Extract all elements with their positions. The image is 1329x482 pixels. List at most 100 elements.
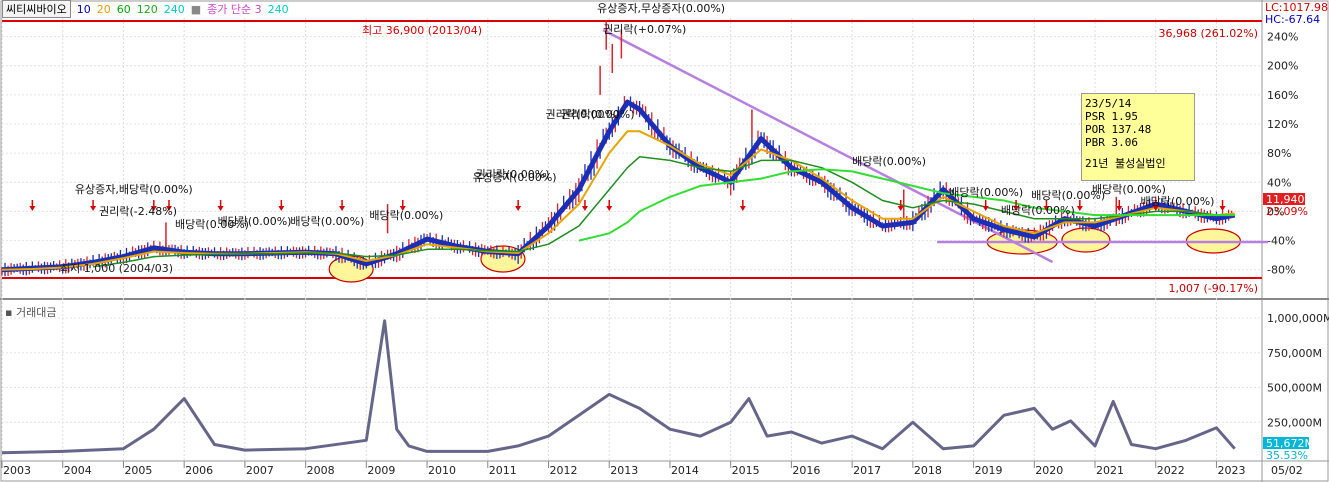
event-arrowhead [29,206,36,211]
current-volume: 51,672M [1266,437,1314,450]
ma-legend-240[interactable]: 240 [163,2,185,16]
right-tick-label: 200% [1267,60,1298,73]
right-tick-label: 80% [1267,147,1291,160]
hc-label: HC:-67.64 [1265,13,1320,26]
volume-tick-label: 1,000,000M [1267,312,1329,325]
current-price-tag [1263,193,1305,205]
event-label: 권리락(0.00%) [561,108,635,121]
stock-name[interactable]: 씨티씨바이오 [2,0,71,18]
event-arrowhead [897,206,904,211]
event-label: 배당락(0.00%) [852,155,926,168]
square-icon: ▪ [5,306,13,319]
event-arrowhead [1116,206,1123,211]
x-tick-label: 2013 [610,464,638,477]
event-label: 배당락(0.00%) [369,209,443,222]
x-tick-label: 2022 [1157,464,1185,477]
ma-legend-10[interactable]: 10 [76,2,91,16]
event-label: 배당락(0.00%) [949,186,1023,199]
volume-panel-title: ▪ 거래대금 [5,304,56,320]
lc-label: LC:1017.98 [1265,1,1328,14]
event-arrowhead [1043,206,1050,211]
volume-tick-label: 500,000M [1267,382,1322,395]
x-tick-label: 2004 [64,464,92,477]
ma-legend-20[interactable]: 20 [96,2,111,16]
info-por: POR 137.48 [1085,123,1152,136]
low-line-label: 1,007 (-90.17%) [1169,282,1258,295]
x-tick-label: 2008 [307,464,335,477]
x-tick-label: 2020 [1035,464,1063,477]
ma-legend-60[interactable]: 60 [116,2,131,16]
right-tick-label: -40% [1267,235,1295,248]
event-label: 배당락(0.00%) [290,215,364,228]
event-arrowhead [150,206,157,211]
right-tick-label: -80% [1267,264,1295,277]
ma-line-120 [578,168,1235,242]
x-tick-label: 2017 [853,464,881,477]
right-tick-label: 240% [1267,31,1298,44]
event-arrowhead [90,206,97,211]
event-label: 권리락(0.00%) [545,108,619,121]
x-end-label: 05/02 [1271,464,1303,477]
event-arrowhead [581,206,588,211]
high-note: 최고 36,900 (2013/04) [362,24,482,37]
event-arrowhead [1152,206,1159,211]
right-tick-label: 120% [1267,118,1298,131]
event-arrowhead [339,206,346,211]
volume-line [1,319,1236,455]
x-tick-label: 2009 [367,464,395,477]
volume-tick-label: 250,000M [1267,416,1322,429]
descending-trendline [602,28,1054,264]
event-arrowhead [739,206,746,211]
indicator-label[interactable]: 종가 단순 3 [207,3,262,16]
current-price: 11,940 [1266,193,1305,206]
event-label: 유상증자(0.00%) [473,171,557,184]
right-tick-label: 0% [1267,205,1284,218]
event-arrowhead [399,206,406,211]
x-tick-label: 2014 [671,464,699,477]
x-tick-label: 2015 [732,464,760,477]
low-note: 최저 1,000 (2004/03) [60,262,173,275]
x-tick-label: 2011 [489,464,517,477]
event-arrowhead [1013,206,1020,211]
volume-tick-label: 750,000M [1267,347,1322,360]
x-tick-label: 2005 [124,464,152,477]
info-date: 23/5/14 [1085,97,1132,110]
x-tick-label: 2016 [792,464,820,477]
x-tick-label: 2023 [1217,464,1245,477]
event-arrowhead [165,206,172,211]
x-tick-label: 2003 [3,464,31,477]
event-arrowhead [1219,206,1226,211]
ma-legend-120[interactable]: 120 [136,2,158,16]
indicator-period[interactable]: 240 [267,2,289,16]
event-label: 배당락(0.00%) [1001,204,1075,217]
high-line-label: 36,968 (261.02%) [1158,27,1258,40]
x-tick-label: 2007 [246,464,274,477]
chart-header: 씨티씨바이오 10 20 60 120 240 ■ 종가 단순 3 240 [2,0,289,18]
right-tick-label: 40% [1267,176,1291,189]
event-label: 권리락(+0.07%) [603,23,686,36]
event-arrowhead [515,206,522,211]
x-tick-label: 2006 [185,464,213,477]
x-tick-label: 2019 [975,464,1003,477]
event-arrowhead [278,206,285,211]
current-change: 23.09% [1266,205,1308,218]
event-arrowhead [217,206,224,211]
ma-line-60 [92,156,1235,268]
x-tick-label: 2021 [1096,464,1124,477]
event-label: 배당락(0.00%) [1031,189,1105,202]
event-label: 배당락(0.00%) [1092,183,1166,196]
event-label: 배당락(0.00%) [1141,195,1215,208]
event-label: 배당락(0.00%) [175,218,249,231]
event-label: 유상증자,배당락(0.00%) [75,183,193,196]
x-tick-label: 2018 [914,464,942,477]
indicator-icon: ■ [190,2,202,16]
x-tick-label: 2010 [428,464,456,477]
event-arrowhead [982,206,989,211]
event-label: 권리락(-2.48%) [99,205,177,218]
info-psr: PSR 1.95 [1085,110,1138,123]
volume-change: 35.53% [1266,449,1308,462]
x-tick-label: 2012 [550,464,578,477]
current-volume-tag [1263,437,1309,449]
info-pbr: PBR 3.06 [1085,136,1138,149]
